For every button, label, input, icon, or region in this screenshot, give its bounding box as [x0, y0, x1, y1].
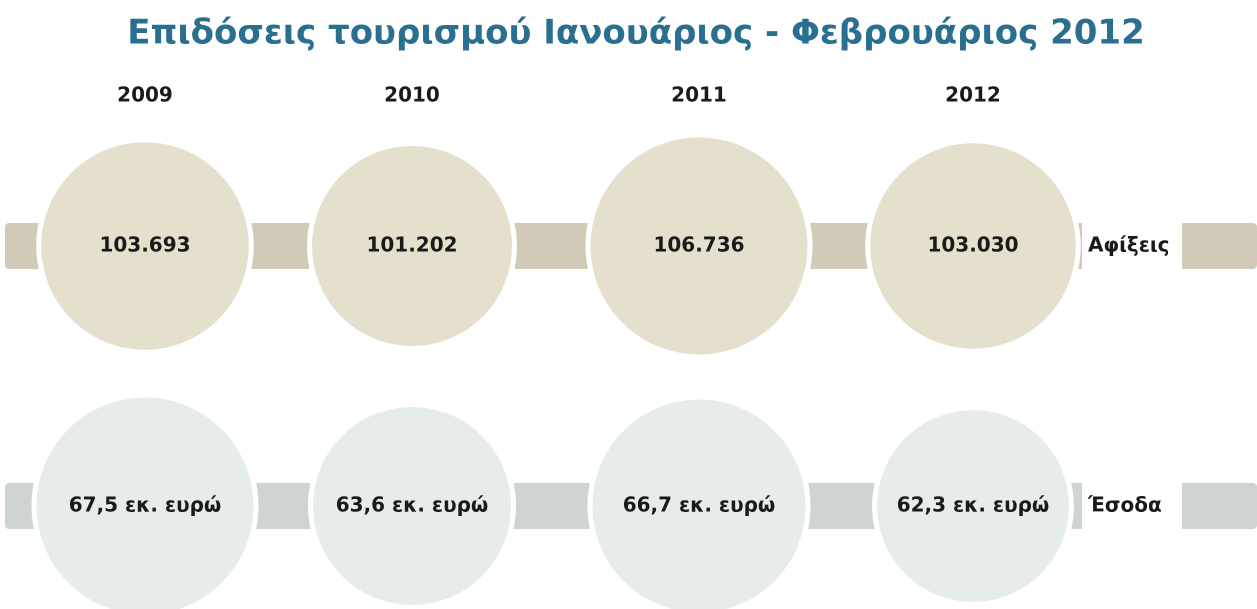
series-label: Έσοδα	[1087, 493, 1162, 517]
year-label: 2010	[384, 83, 440, 107]
bubble	[872, 405, 1074, 607]
bubble	[36, 137, 254, 355]
chart-title: Επιδόσεις τουρισμού Ιανουάριος - Φεβρουά…	[127, 13, 1144, 53]
value-label: 63,6 εκ. ευρώ	[336, 493, 489, 517]
bubble	[308, 402, 516, 609]
value-label: 66,7 εκ. ευρώ	[623, 493, 776, 517]
label-gap	[1082, 223, 1182, 269]
year-label: 2012	[945, 83, 1001, 107]
value-label: 103.030	[927, 233, 1018, 257]
year-label: 2011	[671, 83, 727, 107]
value-label: 106.736	[653, 233, 744, 257]
value-label: 67,5 εκ. ευρώ	[69, 493, 222, 517]
bubble	[865, 138, 1081, 354]
value-label: 103.693	[99, 233, 190, 257]
bubble	[307, 141, 517, 351]
value-label: 62,3 εκ. ευρώ	[897, 493, 1050, 517]
bubble	[31, 392, 259, 609]
value-label: 101.202	[366, 233, 457, 257]
bubble	[587, 394, 811, 609]
series-label: Αφίξεις	[1088, 233, 1170, 257]
bubble	[585, 132, 813, 360]
year-label: 2009	[117, 83, 173, 107]
label-gap	[1082, 483, 1182, 529]
